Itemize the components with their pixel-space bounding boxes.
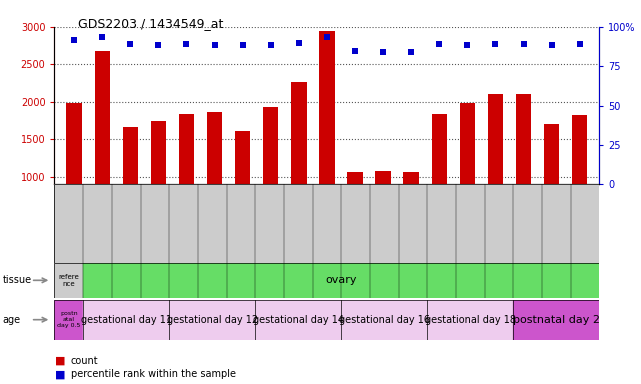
Text: refere
nce: refere nce [58, 274, 79, 287]
Bar [376, 171, 391, 184]
Bar [341, 184, 370, 263]
Point [350, 48, 360, 54]
Point [519, 41, 529, 47]
Bar [284, 184, 313, 263]
Bar [431, 114, 447, 184]
Bar [255, 300, 341, 340]
Bar [456, 184, 485, 263]
Bar [513, 300, 599, 340]
Point [210, 42, 220, 48]
Bar [112, 184, 140, 263]
Text: tissue: tissue [3, 275, 31, 285]
Bar [516, 94, 531, 184]
Bar [54, 184, 83, 263]
Point [406, 49, 416, 55]
Bar [94, 51, 110, 184]
Bar [399, 184, 428, 263]
Point [378, 48, 388, 55]
Text: gestational day 14: gestational day 14 [253, 314, 344, 325]
Text: gestational day 11: gestational day 11 [81, 314, 172, 325]
Bar [544, 124, 560, 184]
Point [265, 42, 276, 48]
Text: GDS2203 / 1434549_at: GDS2203 / 1434549_at [78, 17, 223, 30]
Bar [572, 115, 587, 184]
Text: ■: ■ [54, 369, 65, 379]
Bar [403, 172, 419, 184]
Bar [198, 184, 226, 263]
Bar [54, 263, 83, 298]
Text: gestational day 16: gestational day 16 [338, 314, 429, 325]
Point [69, 37, 79, 43]
Point [547, 42, 557, 48]
Bar [83, 300, 169, 340]
Point [294, 40, 304, 46]
Text: count: count [71, 356, 98, 366]
Bar [513, 184, 542, 263]
Point [322, 33, 332, 40]
Point [125, 41, 135, 47]
Point [434, 41, 444, 47]
Bar [341, 300, 428, 340]
Text: ovary: ovary [326, 275, 357, 285]
Bar [179, 114, 194, 184]
Bar [570, 184, 599, 263]
Bar [54, 300, 83, 340]
Bar [542, 184, 570, 263]
Text: gestational day 12: gestational day 12 [167, 314, 258, 325]
Point [238, 42, 248, 48]
Bar [460, 103, 475, 184]
Bar [122, 127, 138, 184]
Bar [263, 107, 278, 184]
Bar [428, 300, 513, 340]
Text: age: age [3, 314, 21, 325]
Bar [207, 112, 222, 184]
Bar [169, 184, 198, 263]
Point [181, 41, 192, 47]
Text: postn
atal
day 0.5: postn atal day 0.5 [57, 311, 81, 328]
Point [574, 41, 585, 47]
Text: postnatal day 2: postnatal day 2 [513, 314, 600, 325]
Bar [169, 300, 255, 340]
Bar [235, 131, 251, 184]
Bar [485, 184, 513, 263]
Bar [291, 82, 306, 184]
Text: ■: ■ [54, 356, 65, 366]
Bar [428, 184, 456, 263]
Bar [313, 184, 341, 263]
Bar [67, 103, 82, 184]
Text: percentile rank within the sample: percentile rank within the sample [71, 369, 235, 379]
Bar [140, 184, 169, 263]
Bar [255, 184, 284, 263]
Bar [347, 172, 363, 184]
Bar [370, 184, 399, 263]
Bar [226, 184, 255, 263]
Point [153, 42, 163, 48]
Text: gestational day 18: gestational day 18 [425, 314, 516, 325]
Bar [151, 121, 166, 184]
Point [462, 42, 472, 48]
Bar [488, 94, 503, 184]
Point [97, 33, 107, 40]
Point [490, 41, 501, 47]
Bar [83, 184, 112, 263]
Bar [319, 31, 335, 184]
